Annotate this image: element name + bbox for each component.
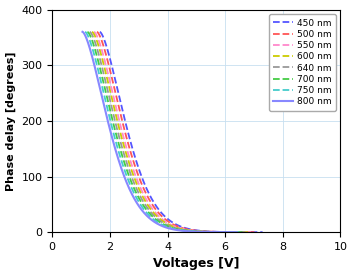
750 nm (83, 30, 87, 33)
550 nm (136, 181, 140, 184)
600 nm (214, 230, 218, 233)
750 nm (90, 44, 94, 48)
450 nm (258, 230, 262, 234)
450 nm (239, 230, 243, 234)
500 nm (255, 230, 259, 234)
Line: 600 nm: 600 nm (92, 32, 248, 232)
600 nm (216, 230, 220, 234)
640 nm (233, 230, 237, 234)
800 nm (222, 230, 226, 234)
700 nm (233, 230, 237, 234)
500 nm (95, 30, 99, 33)
640 nm (200, 230, 204, 233)
750 nm (163, 224, 167, 228)
Line: 500 nm: 500 nm (97, 32, 257, 232)
450 nm (98, 30, 102, 33)
550 nm (208, 230, 212, 233)
750 nm (229, 230, 233, 234)
700 nm (191, 230, 195, 233)
550 nm (199, 230, 203, 233)
640 nm (88, 30, 92, 33)
550 nm (158, 216, 162, 219)
450 nm (189, 228, 193, 231)
600 nm (152, 212, 157, 215)
600 nm (90, 30, 94, 33)
640 nm (108, 99, 112, 102)
600 nm (161, 220, 165, 223)
750 nm (202, 230, 207, 233)
Line: 640 nm: 640 nm (90, 32, 245, 232)
800 nm (107, 125, 111, 128)
Line: 550 nm: 550 nm (94, 32, 251, 232)
700 nm (99, 71, 103, 75)
Line: 450 nm: 450 nm (100, 32, 263, 232)
X-axis label: Voltages [V]: Voltages [V] (153, 258, 240, 270)
500 nm (120, 120, 125, 124)
750 nm (198, 230, 202, 233)
750 nm (238, 230, 242, 234)
550 nm (113, 100, 117, 104)
Line: 800 nm: 800 nm (83, 32, 237, 232)
600 nm (246, 230, 250, 234)
600 nm (103, 69, 107, 73)
700 nm (160, 222, 164, 225)
450 nm (186, 227, 190, 230)
Line: 750 nm: 750 nm (85, 32, 240, 232)
550 nm (226, 230, 230, 234)
800 nm (234, 230, 239, 234)
450 nm (261, 230, 265, 234)
Line: 700 nm: 700 nm (88, 32, 243, 232)
Legend: 450 nm, 500 nm, 550 nm, 600 nm, 640 nm, 700 nm, 750 nm, 800 nm: 450 nm, 500 nm, 550 nm, 600 nm, 640 nm, … (269, 14, 336, 111)
550 nm (249, 230, 253, 234)
800 nm (126, 183, 130, 187)
500 nm (181, 227, 185, 230)
500 nm (236, 230, 240, 234)
700 nm (240, 230, 245, 234)
700 nm (85, 30, 90, 33)
450 nm (215, 230, 219, 233)
450 nm (207, 230, 211, 233)
640 nm (129, 173, 133, 177)
600 nm (230, 230, 234, 234)
800 nm (80, 30, 85, 33)
640 nm (168, 225, 172, 228)
500 nm (95, 30, 99, 33)
Y-axis label: Phase delay [degrees]: Phase delay [degrees] (6, 51, 16, 191)
640 nm (243, 230, 247, 234)
800 nm (183, 229, 187, 233)
500 nm (212, 230, 216, 233)
640 nm (145, 206, 150, 210)
700 nm (131, 185, 135, 188)
800 nm (182, 229, 186, 233)
750 nm (144, 211, 149, 214)
700 nm (95, 55, 99, 58)
500 nm (156, 210, 160, 213)
550 nm (92, 30, 96, 33)
800 nm (85, 37, 89, 41)
